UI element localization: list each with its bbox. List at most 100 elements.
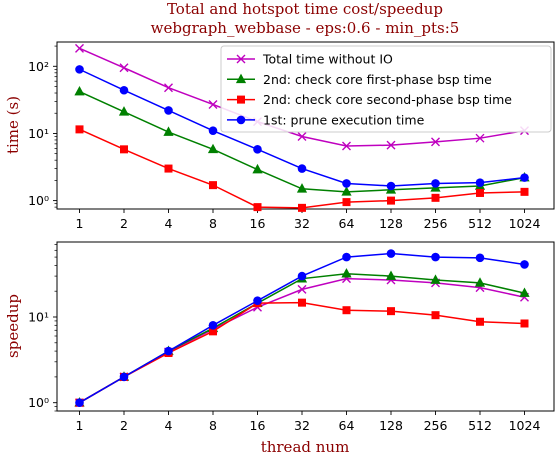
- data-point: [208, 320, 218, 330]
- data-point: [430, 274, 441, 284]
- data-point: [297, 164, 307, 173]
- x-tick-label: 128: [379, 216, 403, 231]
- data-point: [209, 181, 217, 190]
- x-tick-label: 256: [424, 418, 448, 433]
- x-tick-label: 1: [76, 216, 84, 231]
- data-point: [120, 145, 128, 154]
- data-point: [163, 126, 174, 136]
- legend: Total time without IO 2nd: check core fir…: [220, 45, 552, 133]
- data-point: [75, 398, 84, 407]
- data-point: [253, 296, 262, 305]
- x-tick-label: 512: [468, 418, 492, 433]
- data-point: [164, 83, 173, 93]
- data-point: [474, 277, 486, 287]
- legend-label: Total time without IO: [262, 52, 393, 67]
- x-tick-label: 128: [379, 418, 403, 433]
- series-1st-prune-execution-time: [75, 249, 529, 407]
- chart-subtitle: webgraph_webbase - eps:0.6 - min_pts:5: [151, 19, 460, 37]
- data-point: [341, 268, 352, 278]
- series-2nd-check-core-second-phase-bsp-time: [75, 125, 529, 212]
- x-tick-label: 1: [76, 418, 84, 433]
- x-tick-label: 32: [294, 418, 310, 433]
- chart-title: Total and hotspot time cost/speedup: [167, 0, 443, 18]
- data-point: [253, 203, 262, 212]
- data-point: [74, 85, 85, 96]
- x-tick-label: 512: [468, 216, 492, 231]
- data-point: [209, 327, 217, 336]
- y-tick-label: 10⁰: [28, 395, 49, 410]
- time-panel: 10⁰ 10¹ 10² 1 2 4 8 16 32 64 128 256 512 1024 time (s)…: [4, 41, 555, 231]
- speedup-panel: 10⁰ 10¹ 1 2 4 8 16 32 64 128 256 512 1024 speedup: [4, 241, 555, 433]
- data-point: [164, 346, 173, 356]
- legend-marker: [236, 115, 246, 125]
- y-tick-label: 10⁰: [28, 193, 49, 208]
- data-point: [164, 164, 173, 173]
- y-axis-label: time (s): [4, 96, 22, 154]
- x-tick-label: 16: [250, 418, 266, 433]
- series-line: [79, 272, 525, 404]
- data-point: [118, 106, 130, 116]
- data-point: [297, 284, 307, 294]
- data-point: [298, 298, 306, 307]
- legend-marker: [236, 54, 246, 64]
- data-point: [75, 43, 84, 53]
- data-point: [342, 252, 351, 262]
- data-point: [386, 181, 396, 191]
- data-point: [297, 271, 307, 281]
- data-point: [208, 126, 218, 135]
- data-point: [475, 253, 485, 263]
- data-point: [252, 163, 263, 174]
- data-point: [431, 137, 440, 147]
- x-tick-label: 4: [165, 418, 173, 433]
- x-tick-label: 2: [120, 216, 128, 231]
- data-point: [386, 249, 396, 258]
- x-tick-label: 1024: [509, 418, 541, 433]
- legend-box: [220, 45, 552, 133]
- data-point: [519, 287, 530, 297]
- data-point: [520, 319, 529, 328]
- data-point: [119, 63, 129, 73]
- data-point: [342, 179, 351, 188]
- legend-label: 2nd: check core second-phase bsp time: [263, 92, 512, 107]
- y-tick-label: 10²: [28, 59, 49, 74]
- legend-label: 1st: prune execution time: [263, 112, 425, 127]
- data-point: [296, 183, 308, 193]
- x-tick-label: 8: [209, 216, 217, 231]
- x-tick-label: 64: [339, 418, 355, 433]
- data-point: [341, 186, 352, 196]
- data-point: [342, 141, 351, 151]
- y-axis-label: speedup: [4, 294, 22, 358]
- data-point: [75, 65, 84, 74]
- series-2nd-check-core-second-phase-bsp-time: [75, 298, 529, 407]
- data-point: [342, 198, 351, 207]
- data-point: [475, 133, 485, 143]
- series-total-time-without-io: [75, 274, 529, 408]
- data-point: [208, 99, 218, 109]
- data-point: [431, 179, 440, 188]
- data-point: [342, 306, 351, 315]
- x-tick-label: 256: [424, 216, 448, 231]
- legend-marker: [237, 95, 245, 104]
- data-point: [475, 178, 485, 187]
- data-point: [476, 188, 484, 197]
- data-point: [476, 317, 484, 326]
- x-tick-label: 16: [250, 216, 266, 231]
- data-point: [431, 311, 440, 320]
- data-point: [298, 203, 306, 212]
- data-point: [207, 143, 219, 154]
- data-point: [520, 187, 529, 196]
- data-point: [431, 193, 440, 202]
- data-point: [164, 106, 173, 115]
- data-point: [75, 125, 84, 134]
- x-tick-label: 64: [339, 216, 355, 231]
- data-point: [297, 132, 307, 142]
- data-point: [119, 85, 129, 95]
- data-point: [387, 196, 395, 205]
- legend-marker: [235, 73, 247, 84]
- data-point: [253, 145, 262, 154]
- data-point: [520, 260, 529, 269]
- legend-label: 2nd: check core first-phase bsp time: [263, 72, 492, 87]
- y-tick-label: 10¹: [28, 309, 49, 324]
- data-point: [386, 140, 396, 150]
